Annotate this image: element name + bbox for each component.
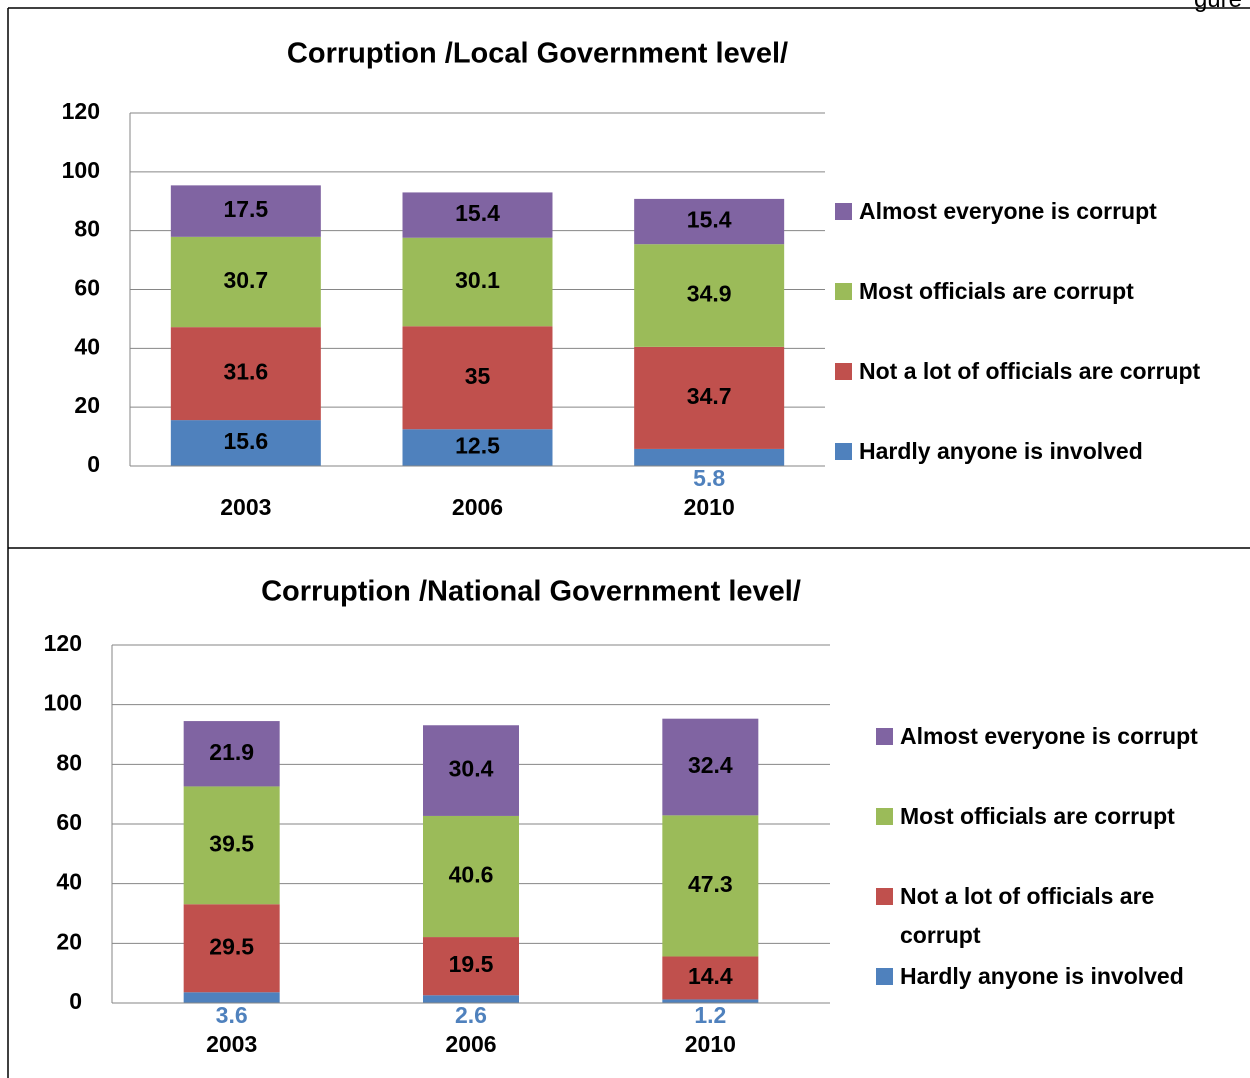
legend-item: Most officials are corrupt	[876, 797, 1236, 836]
data-label: 29.5	[209, 933, 254, 959]
y-tick-label: 0	[87, 451, 100, 477]
bar-segment	[423, 995, 519, 1003]
y-tick-label: 120	[62, 98, 100, 124]
bar-segment	[662, 956, 759, 1000]
legend-label: Hardly anyone is involved	[900, 963, 1184, 989]
x-tick-label: 2006	[452, 494, 503, 520]
y-tick-label: 120	[44, 630, 82, 656]
bar-segment	[662, 999, 759, 1003]
data-label: 30.7	[223, 267, 268, 293]
legend-label: Not a lot of officials are corrupt	[900, 883, 1155, 948]
data-label: 40.6	[449, 862, 494, 888]
legend-swatch	[835, 203, 852, 220]
data-label: 30.1	[455, 267, 500, 293]
y-tick-label: 80	[56, 749, 82, 775]
legend-item: Almost everyone is corrupt	[876, 717, 1236, 756]
legend-item: Hardly anyone is involved	[835, 432, 1215, 471]
data-label: 1.2	[694, 1002, 726, 1028]
data-label: 19.5	[449, 951, 494, 977]
x-tick-label: 2003	[220, 494, 271, 520]
legend-label: Most officials are corrupt	[900, 803, 1175, 829]
bar-segment	[402, 429, 553, 466]
bar-segment	[662, 815, 759, 957]
data-label: 34.9	[687, 281, 732, 307]
y-tick-label: 60	[74, 275, 100, 301]
data-label: 21.9	[209, 739, 254, 765]
data-label: 15.4	[687, 207, 732, 233]
x-tick-label: 2010	[684, 494, 735, 520]
bar-segment	[170, 327, 321, 421]
legend-swatch	[835, 363, 852, 380]
data-label: 32.4	[688, 752, 733, 778]
legend-swatch	[835, 443, 852, 460]
data-label: 12.5	[455, 433, 500, 459]
data-label: 31.6	[223, 359, 268, 385]
bar-segment	[423, 937, 519, 996]
legend-label: Most officials are corrupt	[859, 278, 1134, 304]
x-tick-label: 2003	[206, 1031, 257, 1057]
bar-segment	[170, 420, 321, 466]
data-label: 15.6	[223, 428, 268, 454]
bar-segment	[183, 904, 280, 993]
bar-segment	[423, 815, 519, 938]
bar-segment	[634, 198, 785, 245]
data-label: 5.8	[693, 465, 725, 491]
y-tick-label: 100	[62, 157, 100, 183]
bar-segment	[183, 786, 280, 905]
legend-item: Almost everyone is corrupt	[835, 192, 1215, 231]
legend-swatch	[876, 808, 893, 825]
legend-swatch	[876, 888, 893, 905]
chart-title: Corruption /Local Government level/	[287, 38, 788, 70]
bar-segment	[402, 237, 553, 327]
data-label: 34.7	[687, 383, 732, 409]
y-tick-label: 40	[56, 869, 82, 895]
bar-segment	[423, 725, 519, 816]
data-label: 47.3	[688, 871, 733, 897]
legend-item: Hardly anyone is involved	[876, 957, 1236, 996]
bar-segment	[183, 992, 280, 1003]
y-tick-label: 60	[56, 809, 82, 835]
legend-item: Not a lot of officials are corrupt	[876, 877, 1236, 955]
bar-segment	[402, 192, 553, 238]
data-label: 2.6	[455, 1002, 487, 1028]
data-label: 14.4	[688, 963, 733, 989]
legend-swatch	[876, 728, 893, 745]
legend-label: Almost everyone is corrupt	[900, 723, 1198, 749]
bar-segment	[634, 244, 785, 347]
bar-segment	[402, 326, 553, 430]
legend-swatch	[876, 968, 893, 985]
y-tick-label: 40	[74, 333, 100, 359]
bar-segment	[170, 236, 321, 328]
legend-item: Most officials are corrupt	[835, 272, 1215, 311]
page-label: gure	[1194, 0, 1242, 14]
data-label: 30.4	[449, 756, 494, 782]
data-label: 3.6	[216, 1002, 248, 1028]
chart-title: Corruption /National Government level/	[261, 576, 801, 608]
legend-swatch	[835, 283, 852, 300]
y-tick-label: 20	[74, 392, 100, 418]
data-label: 17.5	[223, 196, 268, 222]
data-label: 39.5	[209, 830, 254, 856]
bar-segment	[634, 448, 785, 466]
bar-segment	[634, 346, 785, 449]
x-tick-label: 2010	[685, 1031, 736, 1057]
legend-item: Not a lot of officials are corrupt	[835, 352, 1215, 391]
x-tick-label: 2006	[445, 1031, 496, 1057]
data-label: 15.4	[455, 200, 500, 226]
y-tick-label: 80	[74, 216, 100, 242]
bar-segment	[183, 721, 280, 787]
legend-label: Hardly anyone is involved	[859, 438, 1143, 464]
legend-label: Not a lot of officials are corrupt	[859, 358, 1201, 384]
data-label: 35	[465, 363, 491, 389]
bar-segment	[662, 718, 759, 816]
y-tick-label: 0	[69, 988, 82, 1014]
y-tick-label: 100	[44, 690, 82, 716]
legend-label: Almost everyone is corrupt	[859, 198, 1157, 224]
bar-segment	[170, 185, 321, 237]
y-tick-label: 20	[56, 928, 82, 954]
